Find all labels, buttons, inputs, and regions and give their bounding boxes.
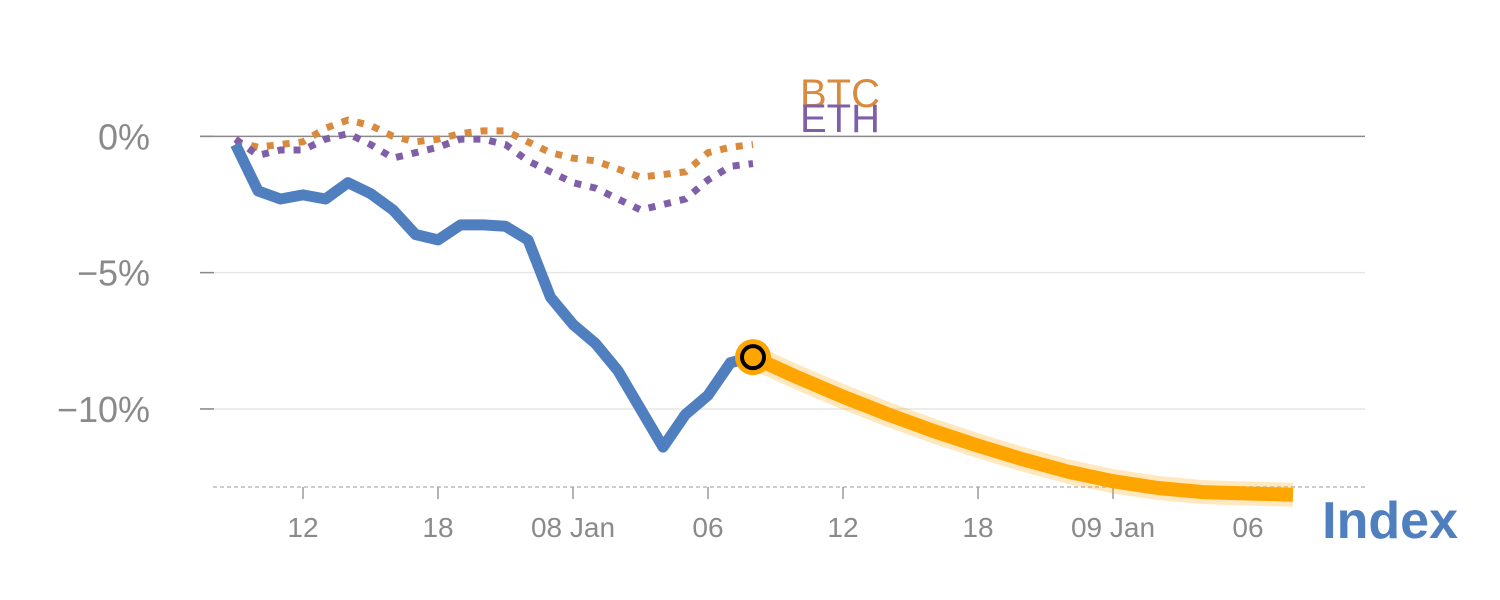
series-layer: [230, 116, 1294, 507]
y-tick-label: −5%: [77, 253, 150, 294]
x-tick-label: 06: [1232, 512, 1263, 543]
x-tick-label: 06: [692, 512, 723, 543]
y-tick-label: 0%: [98, 116, 150, 157]
x-tick-label: 18: [962, 512, 993, 543]
x-tick-label: 09 Jan: [1071, 512, 1155, 543]
x-tick-label: 08 Jan: [531, 512, 615, 543]
eth-series-label: ETH: [800, 97, 880, 141]
labels-layer: BTC ETH Index: [800, 72, 1458, 550]
x-tick-label: 12: [287, 512, 318, 543]
x-tick-label: 18: [422, 512, 453, 543]
current-point-marker: [740, 344, 766, 371]
eth-line: [233, 130, 754, 214]
x-axis: 12 18 08 Jan 06 12 18 09 Jan 06: [213, 486, 1365, 543]
gridlines: [200, 135, 1365, 410]
index-line: [230, 142, 755, 453]
y-axis: 0% −5% −10%: [57, 116, 150, 430]
forecast-glow: [748, 346, 1294, 507]
x-tick-label: 12: [827, 512, 858, 543]
forecast-line: [750, 350, 1294, 502]
btc-series-label: BTC: [800, 72, 880, 116]
chart-title: Index: [1322, 492, 1458, 550]
y-tick-label: −10%: [57, 389, 150, 430]
btc-line: [234, 116, 754, 181]
